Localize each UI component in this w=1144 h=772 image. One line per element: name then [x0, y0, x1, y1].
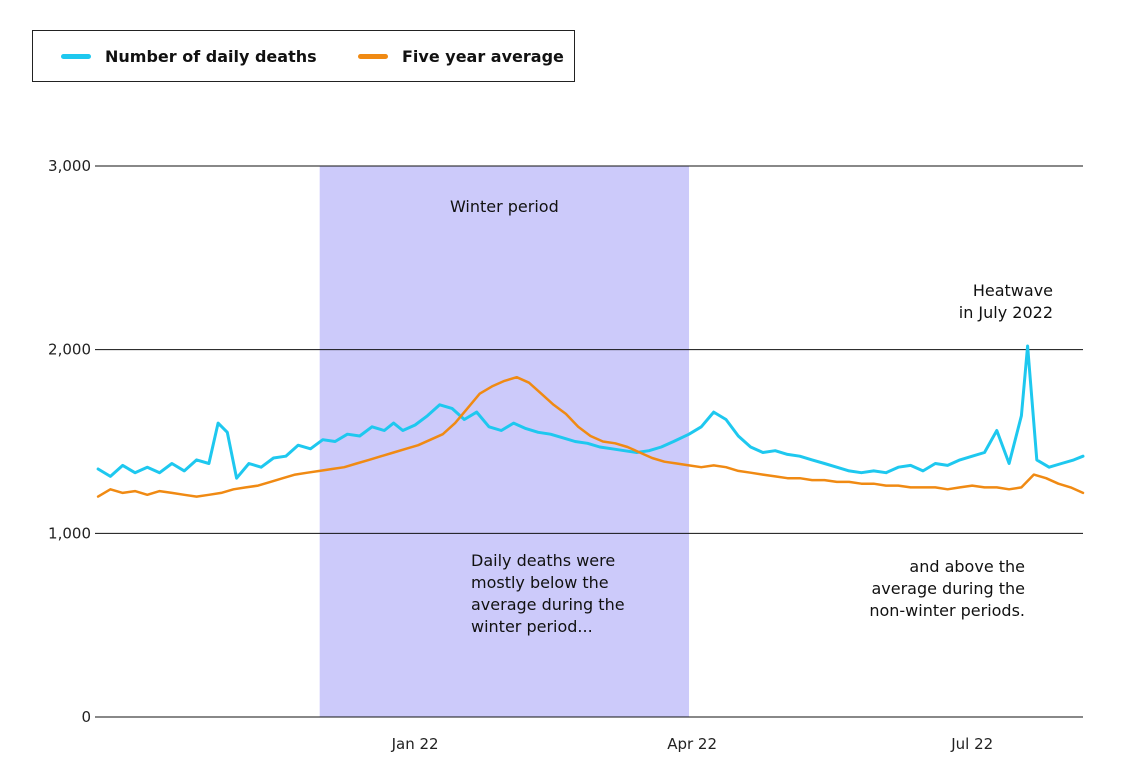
below-average-annotation: winter period...	[471, 617, 593, 636]
y-tick-label: 0	[81, 708, 91, 726]
y-tick-label: 2,000	[48, 341, 91, 359]
legend-label-five-year-average: Five year average	[402, 46, 564, 66]
legend-label-daily-deaths: Number of daily deaths	[105, 46, 317, 66]
legend-swatch-daily-deaths	[61, 53, 91, 59]
heatwave-annotation: Heatwave	[973, 281, 1053, 300]
y-tick-label: 1,000	[48, 524, 91, 542]
x-tick-label: Apr 22	[667, 735, 717, 753]
winter-period-label: Winter period	[450, 197, 559, 216]
above-average-annotation: average during the	[871, 579, 1025, 598]
above-average-annotation: non-winter periods.	[869, 601, 1025, 620]
below-average-annotation: average during the	[471, 595, 625, 614]
below-average-annotation: mostly below the	[471, 573, 609, 592]
series-line-daily-deaths	[96, 344, 1085, 480]
series-line-five-year-average	[96, 375, 1085, 498]
winter-period-band	[319, 166, 690, 717]
above-average-annotation: and above the	[909, 557, 1025, 576]
y-tick-label: 3,000	[48, 157, 91, 175]
x-tick-label: Jul 22	[950, 735, 993, 753]
legend-item-five-year-average: Five year average	[358, 31, 564, 81]
legend-swatch-five-year-average	[358, 53, 388, 59]
x-tick-label: Jan 22	[391, 735, 439, 753]
heatwave-annotation: in July 2022	[959, 303, 1053, 322]
chart-legend: Number of daily deaths Five year average	[32, 30, 575, 82]
below-average-annotation: Daily deaths were	[471, 551, 615, 570]
legend-item-daily-deaths: Number of daily deaths	[61, 31, 317, 81]
